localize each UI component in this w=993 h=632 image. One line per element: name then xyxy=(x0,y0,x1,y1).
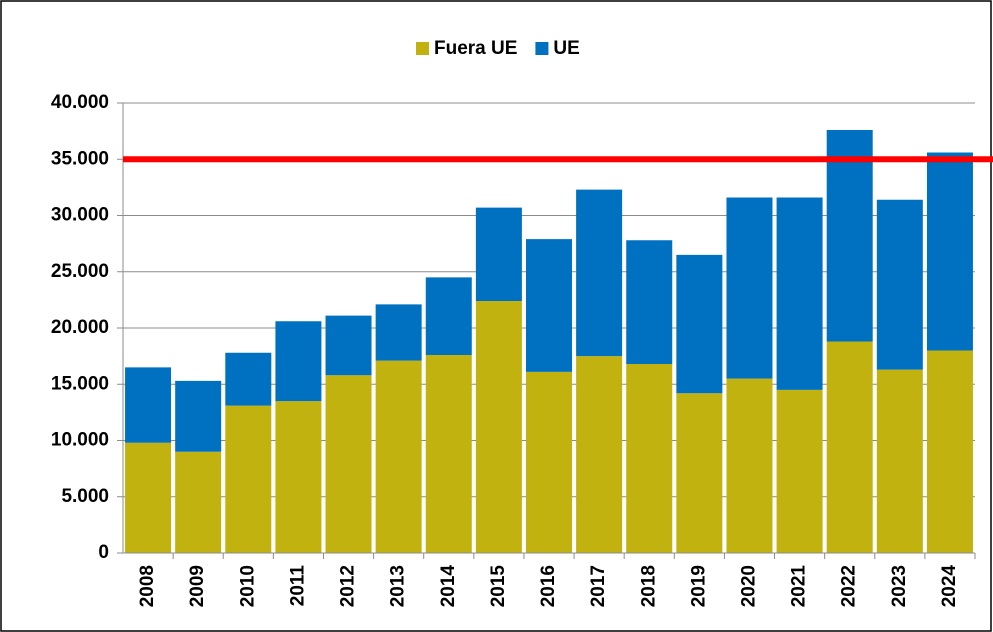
bar-segment xyxy=(376,361,422,553)
x-tick-label: 2011 xyxy=(287,565,308,607)
bar-segment xyxy=(376,304,422,360)
x-tick-label: 2015 xyxy=(488,565,509,608)
bar-segment xyxy=(526,239,572,372)
bar-segment xyxy=(626,240,672,364)
legend-swatch xyxy=(535,42,548,55)
x-tick-label: 2009 xyxy=(187,565,208,607)
bar-segment xyxy=(426,277,472,355)
bar-segment xyxy=(877,200,923,370)
y-tick-label: 15.000 xyxy=(51,373,109,394)
y-tick-label: 25.000 xyxy=(51,261,109,282)
bar-segment xyxy=(777,198,823,390)
x-tick-label: 2010 xyxy=(237,565,258,607)
x-tick-label: 2018 xyxy=(638,565,659,607)
bar-segment xyxy=(526,372,572,553)
x-tick-label: 2014 xyxy=(438,565,459,608)
bar-segment xyxy=(576,190,622,357)
page: {"chart_data": {"type": "stacked-bar", "… xyxy=(0,0,993,632)
bar-segment xyxy=(576,356,622,553)
y-tick-label: 5.000 xyxy=(61,486,109,507)
bar-segment xyxy=(426,355,472,553)
bar-segment xyxy=(726,379,772,553)
bar-segment xyxy=(676,393,722,553)
x-tick-label: 2008 xyxy=(137,565,158,607)
x-tick-label: 2013 xyxy=(388,565,409,607)
bar-segment xyxy=(476,301,522,553)
bar-segment xyxy=(225,353,271,406)
y-tick-label: 30.000 xyxy=(51,205,109,226)
x-tick-label: 2021 xyxy=(789,565,810,608)
bar-segment xyxy=(877,370,923,553)
legend-swatch xyxy=(416,42,429,55)
bar-segment xyxy=(175,452,221,553)
chart: 0 5.000 10.000 15.000 20.000 25.000 30.000 35.0… xyxy=(0,0,993,632)
x-tick-label: 2012 xyxy=(338,565,359,607)
bar-segment xyxy=(326,375,372,553)
bar-segment xyxy=(225,406,271,553)
bar-segment xyxy=(676,255,722,393)
y-tick-label: 10.000 xyxy=(51,430,109,451)
x-tick-label: 2020 xyxy=(738,565,759,607)
x-tick-label: 2023 xyxy=(889,565,910,607)
bar-segment xyxy=(777,390,823,553)
legend-label: UE xyxy=(553,38,579,59)
x-tick-label: 2017 xyxy=(588,565,609,607)
x-tick-label: 2024 xyxy=(939,565,960,608)
bar-segment xyxy=(927,153,973,351)
bar-segment xyxy=(275,321,321,401)
bar-segment xyxy=(275,401,321,553)
legend-label: Fuera UE xyxy=(434,38,517,59)
bar-segment xyxy=(476,208,522,301)
bar-segment xyxy=(175,381,221,452)
bar-segment xyxy=(326,316,372,376)
bar-segment xyxy=(726,198,772,379)
bar-segment xyxy=(125,367,171,442)
y-tick-label: 0 xyxy=(98,542,109,563)
y-tick-label: 20.000 xyxy=(51,317,109,338)
bar-segment xyxy=(626,364,672,553)
bar-segment xyxy=(827,342,873,554)
bar-segment xyxy=(125,443,171,553)
x-tick-label: 2016 xyxy=(538,565,559,607)
y-tick-label: 35.000 xyxy=(51,148,109,169)
bar-segment xyxy=(927,351,973,554)
x-tick-label: 2022 xyxy=(839,565,860,607)
x-tick-label: 2019 xyxy=(688,565,709,607)
y-tick-label: 40.000 xyxy=(51,92,109,113)
